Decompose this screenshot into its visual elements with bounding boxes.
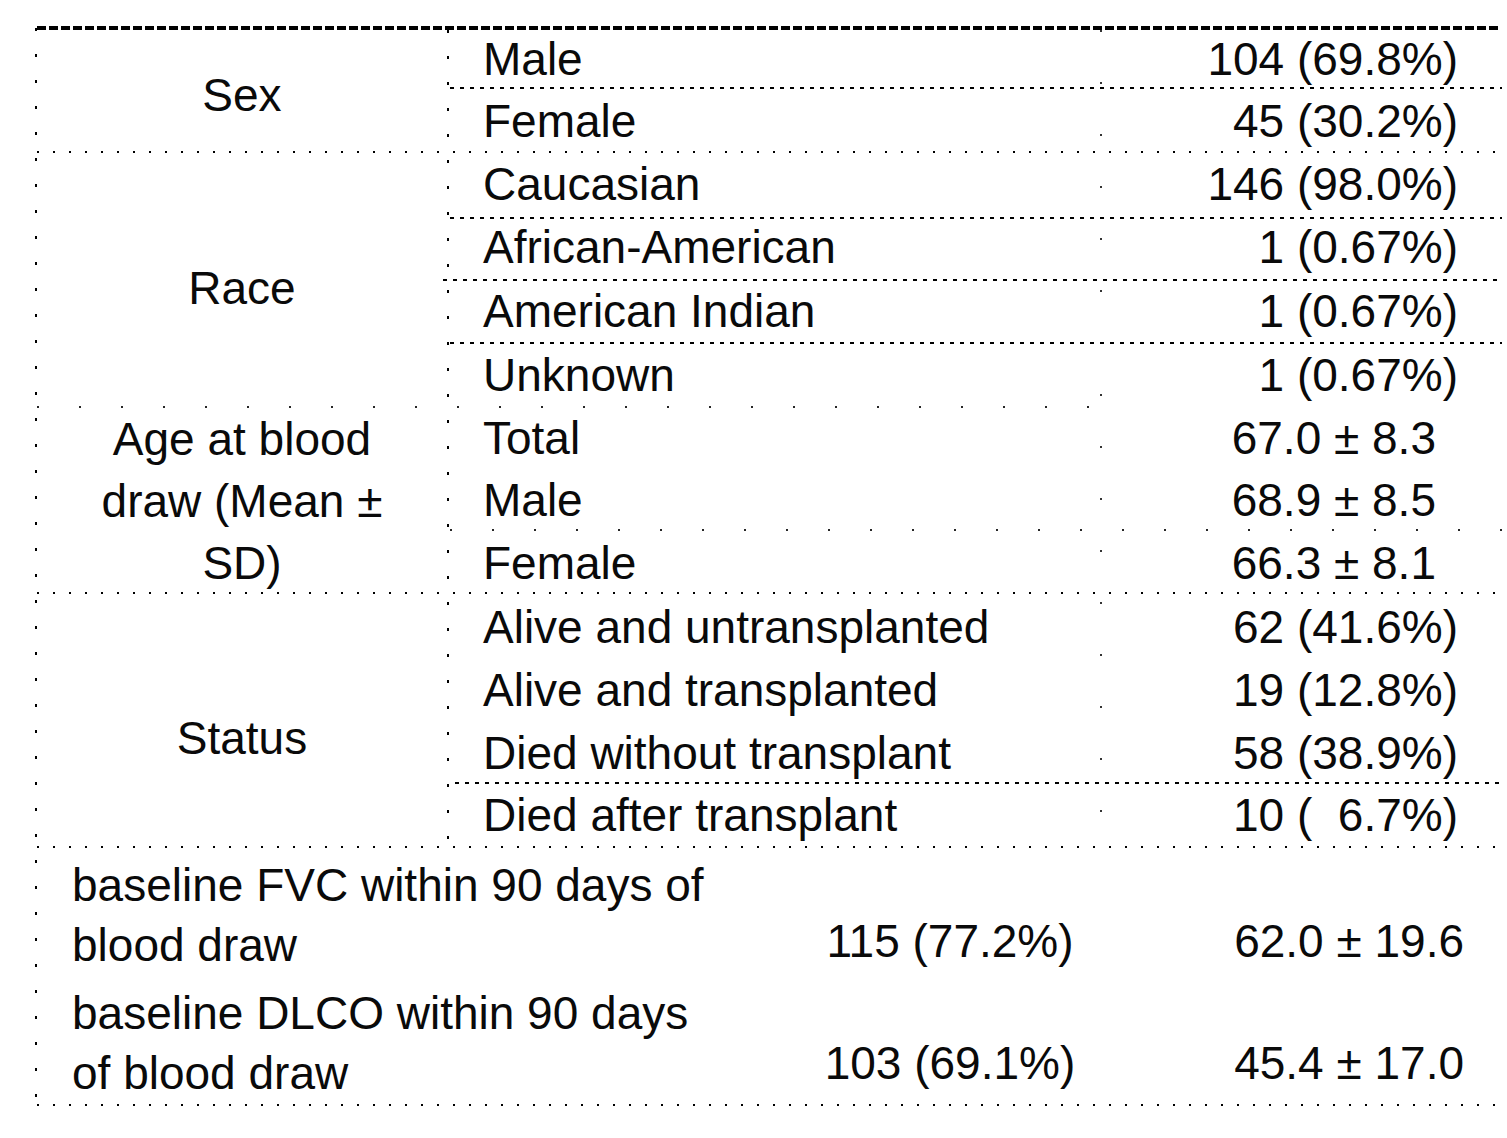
table-row: American Indian 1 (0.67%)	[483, 279, 1458, 343]
footer-count: 115 (77.2%)	[790, 911, 1110, 971]
row-value: 58 (38.9%)	[1233, 726, 1458, 780]
row-category-label: Male	[483, 32, 583, 86]
section-label-race: Race	[37, 160, 447, 415]
row-value: 146 (98.0%)	[1207, 157, 1458, 211]
footer-count: 103 (69.1%)	[790, 1033, 1110, 1093]
table-row: Died after transplant 10 ( 6.7%)	[483, 784, 1458, 846]
row-category-label: Unknown	[483, 348, 675, 402]
table-row: Total 67.0 ± 8.3	[483, 407, 1458, 469]
row-category-label: Died after transplant	[483, 788, 897, 842]
row-category-label: Total	[483, 411, 580, 465]
row-value: 1 (0.67%)	[1259, 220, 1458, 274]
section-label-sex: Sex	[37, 28, 447, 162]
row-category-label: Caucasian	[483, 157, 700, 211]
row-value: 67.0 ± 8.3	[1232, 411, 1458, 465]
row-value: 1 (0.67%)	[1259, 348, 1458, 402]
table-row: Male 104 (69.8%)	[483, 28, 1458, 90]
table-row: Female 45 (30.2%)	[483, 90, 1458, 152]
row-value: 19 (12.8%)	[1233, 663, 1458, 717]
column-divider	[447, 30, 449, 847]
table-bottom-border	[37, 1104, 1502, 1106]
row-value: 1 (0.67%)	[1259, 284, 1458, 338]
footer-row-label-fvc: baseline FVC within 90 days of blood dra…	[72, 855, 852, 975]
row-category-label: Female	[483, 94, 636, 148]
row-category-label: American Indian	[483, 284, 815, 338]
row-value: 104 (69.8%)	[1207, 32, 1458, 86]
table-row: Alive and transplanted 19 (12.8%)	[483, 658, 1458, 721]
footer-row-label-dlco: baseline DLCO within 90 days of blood dr…	[72, 983, 852, 1103]
scanned-demographics-table: Sex Race Age at blood draw (Mean ± SD) S…	[0, 0, 1507, 1138]
row-value: 68.9 ± 8.5	[1232, 473, 1458, 527]
section-label-age: Age at blood draw (Mean ± SD)	[37, 407, 447, 595]
row-category-label: Alive and untransplanted	[483, 600, 989, 654]
row-value: 45 (30.2%)	[1233, 94, 1458, 148]
table-row: Caucasian 146 (98.0%)	[483, 152, 1458, 215]
table-row: Male 68.9 ± 8.5	[483, 469, 1458, 531]
section-label-status: Status	[37, 612, 447, 864]
table-row: Died without transplant 58 (38.9%)	[483, 721, 1458, 784]
table-row: African-American 1 (0.67%)	[483, 215, 1458, 279]
row-value: 10 ( 6.7%)	[1233, 788, 1458, 842]
row-category-label: Alive and transplanted	[483, 663, 938, 717]
row-category-label: African-American	[483, 220, 836, 274]
row-value: 62 (41.6%)	[1233, 600, 1458, 654]
table-row: Alive and untransplanted 62 (41.6%)	[483, 595, 1458, 658]
footer-value: 62.0 ± 19.6	[1234, 911, 1464, 971]
row-value: 66.3 ± 8.1	[1232, 536, 1458, 590]
row-category-label: Female	[483, 536, 636, 590]
footer-value: 45.4 ± 17.0	[1234, 1033, 1464, 1093]
row-category-label: Died without transplant	[483, 726, 951, 780]
row-category-label: Male	[483, 473, 583, 527]
table-row: Unknown 1 (0.67%)	[483, 343, 1458, 407]
table-row: Female 66.3 ± 8.1	[483, 531, 1458, 594]
